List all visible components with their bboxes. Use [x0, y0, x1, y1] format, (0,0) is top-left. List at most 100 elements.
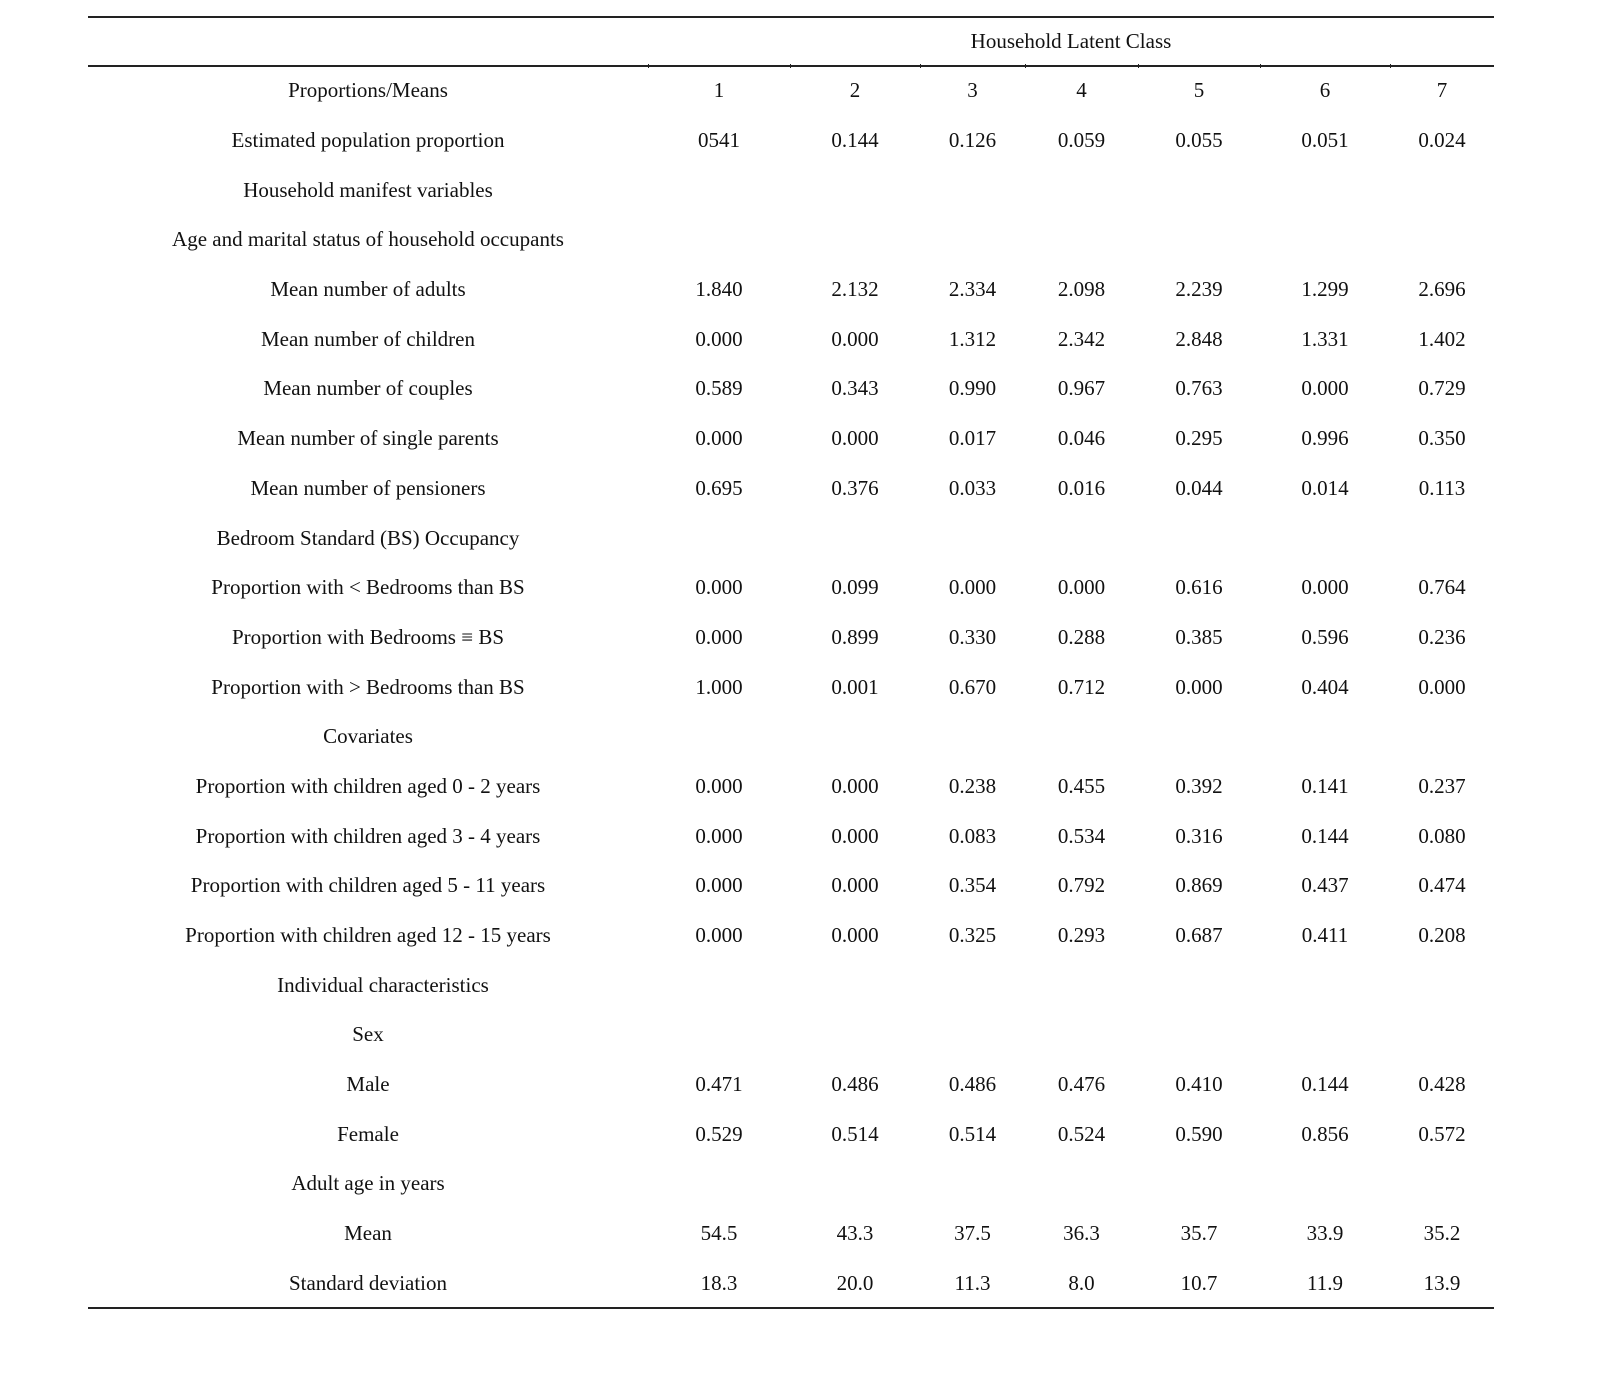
- cell-class-7: 2.696: [1418, 277, 1466, 302]
- cell-class-5: 0.316: [1175, 823, 1223, 848]
- cell-class-4: 0.967: [1057, 376, 1106, 401]
- cell-class-1: 0.000: [695, 575, 743, 600]
- cell-class-2: 43.3: [836, 1221, 874, 1246]
- cell-class-2: 0.000: [831, 773, 879, 798]
- cell-class-1: 0.529: [695, 1121, 743, 1146]
- cell-class-6: 0.000: [1301, 376, 1349, 401]
- cell-class-6: 0.411: [1301, 923, 1349, 948]
- cell-class-6: 0.596: [1301, 624, 1349, 649]
- cell-class-4: 36.3: [1063, 1221, 1100, 1246]
- table-row: Proportion with children aged 5 - 11 yea…: [88, 861, 1494, 911]
- cell-class-6: 0.144: [1301, 1072, 1349, 1097]
- cell-class-4: 0.476: [1057, 1072, 1106, 1097]
- cell-class-4: 0.455: [1057, 773, 1106, 798]
- cell-class-6: 0.144: [1301, 823, 1349, 848]
- cell-class-1: 0.000: [695, 326, 743, 351]
- cell-class-4: 0.059: [1057, 128, 1106, 153]
- bottom-rule: [88, 1307, 1494, 1309]
- row-label: Individual characteristics: [277, 972, 489, 997]
- column-tick: [790, 64, 791, 68]
- row-label: Proportion with children aged 12 - 15 ye…: [185, 923, 551, 948]
- row-label: Standard deviation: [288, 1270, 448, 1295]
- cell-class-3: 11.3: [954, 1270, 991, 1295]
- cell-class-4: 0.293: [1057, 923, 1106, 948]
- cell-class-3: 0.000: [948, 575, 997, 600]
- row-label: Covariates: [323, 724, 413, 749]
- cell-class-1: 0541: [698, 128, 740, 153]
- column-tick: [1390, 64, 1391, 68]
- table-row: Proportion with children aged 0 - 2 year…: [88, 762, 1494, 812]
- cell-class-1: 0.000: [695, 823, 743, 848]
- cell-class-1: 18.3: [700, 1270, 738, 1295]
- cell-class-2: 0.001: [831, 674, 879, 699]
- column-tick: [1260, 64, 1261, 68]
- cell-class-2: 0.514: [831, 1121, 879, 1146]
- table-row: Proportion with > Bedrooms than BS 1.000 0…: [88, 662, 1494, 712]
- cell-class-7: 13.9: [1423, 1270, 1461, 1295]
- cell-class-2: 0.000: [831, 923, 879, 948]
- table-row: Proportions/Means 1 2 3 4 5 6 7: [88, 66, 1494, 116]
- column-tick: [920, 64, 921, 68]
- cell-class-1: 0.000: [695, 923, 743, 948]
- cell-class-3: 0.126: [948, 128, 997, 153]
- cell-class-1: 0.000: [695, 624, 743, 649]
- cell-class-4: 2.098: [1057, 277, 1106, 302]
- cell-class-4: 0.792: [1057, 873, 1106, 898]
- cell-class-4: 0.534: [1057, 823, 1106, 848]
- table-row: Proportion with children aged 3 - 4 year…: [88, 811, 1494, 861]
- cell-class-5: 0.616: [1175, 575, 1223, 600]
- cell-class-1: 0.000: [695, 773, 743, 798]
- row-label: Proportion with Bedrooms ≡ BS: [231, 624, 505, 649]
- table-row: Individual characteristics: [88, 960, 1494, 1010]
- cell-class-4: 0.712: [1057, 674, 1106, 699]
- table-row: Adult age in years: [88, 1159, 1494, 1209]
- row-label: Mean number of children: [260, 326, 475, 351]
- cell-class-2: 0.376: [831, 475, 879, 500]
- cell-class-6: 11.9: [1307, 1270, 1343, 1295]
- cell-class-3: 0.238: [948, 773, 997, 798]
- table-row: Covariates: [88, 712, 1494, 762]
- cell-class-3: 2.334: [948, 277, 997, 302]
- table-row: Estimated population proportion 0541 0.144…: [88, 116, 1494, 166]
- top-rule: [88, 16, 1494, 18]
- cell-class-7: 0.208: [1418, 923, 1466, 948]
- cell-class-2: 0.343: [831, 376, 879, 401]
- cell-class-4: 0.524: [1057, 1121, 1106, 1146]
- cell-class-1: 1.000: [695, 674, 743, 699]
- cell-class-5: 10.7: [1180, 1270, 1218, 1295]
- cell-class-7: 0.024: [1418, 128, 1466, 153]
- cell-class-3: 0.325: [948, 923, 997, 948]
- table-row: Proportion with children aged 12 - 15 ye…: [88, 911, 1494, 961]
- cell-class-2: 2: [849, 78, 861, 103]
- cell-class-7: 1.402: [1418, 326, 1466, 351]
- row-label: Bedroom Standard (BS) Occupancy: [216, 525, 520, 550]
- cell-class-3: 0.990: [948, 376, 997, 401]
- table-row: Mean number of single parents 0.000 0.000 0…: [88, 414, 1494, 464]
- cell-class-6: 0.437: [1301, 873, 1349, 898]
- row-label: Proportion with children aged 5 - 11 yea…: [190, 873, 546, 898]
- table-row: Mean 54.5 43.3 37.5 36.3 35.7 33.9 35.2: [88, 1209, 1494, 1259]
- column-tick: [648, 64, 649, 68]
- cell-class-4: 8.0: [1068, 1270, 1095, 1295]
- row-label: Sex: [352, 1022, 384, 1047]
- row-label: Proportion with children aged 0 - 2 year…: [195, 773, 541, 798]
- cell-class-3: 0.083: [948, 823, 997, 848]
- cell-class-5: 0.763: [1175, 376, 1223, 401]
- cell-class-7: 0.428: [1418, 1072, 1466, 1097]
- cell-class-4: 0.000: [1057, 575, 1106, 600]
- row-label: Mean number of pensioners: [250, 475, 486, 500]
- cell-class-5: 2.239: [1175, 277, 1223, 302]
- cell-class-3: 0.354: [948, 873, 997, 898]
- row-label: Proportion with children aged 3 - 4 year…: [195, 823, 541, 848]
- cell-class-5: 2.848: [1175, 326, 1223, 351]
- cell-class-6: 0.404: [1301, 674, 1349, 699]
- cell-class-2: 0.000: [831, 823, 879, 848]
- table-row: Mean number of couples 0.589 0.343 0.990 0.9…: [88, 364, 1494, 414]
- cell-class-3: 0.330: [948, 624, 997, 649]
- cell-class-6: 0.014: [1301, 475, 1349, 500]
- cell-class-5: 0.590: [1175, 1121, 1223, 1146]
- cell-class-6: 6: [1319, 78, 1331, 103]
- cell-class-5: 0.869: [1175, 873, 1223, 898]
- cell-class-3: 0.670: [948, 674, 997, 699]
- cell-class-5: 0.392: [1175, 773, 1223, 798]
